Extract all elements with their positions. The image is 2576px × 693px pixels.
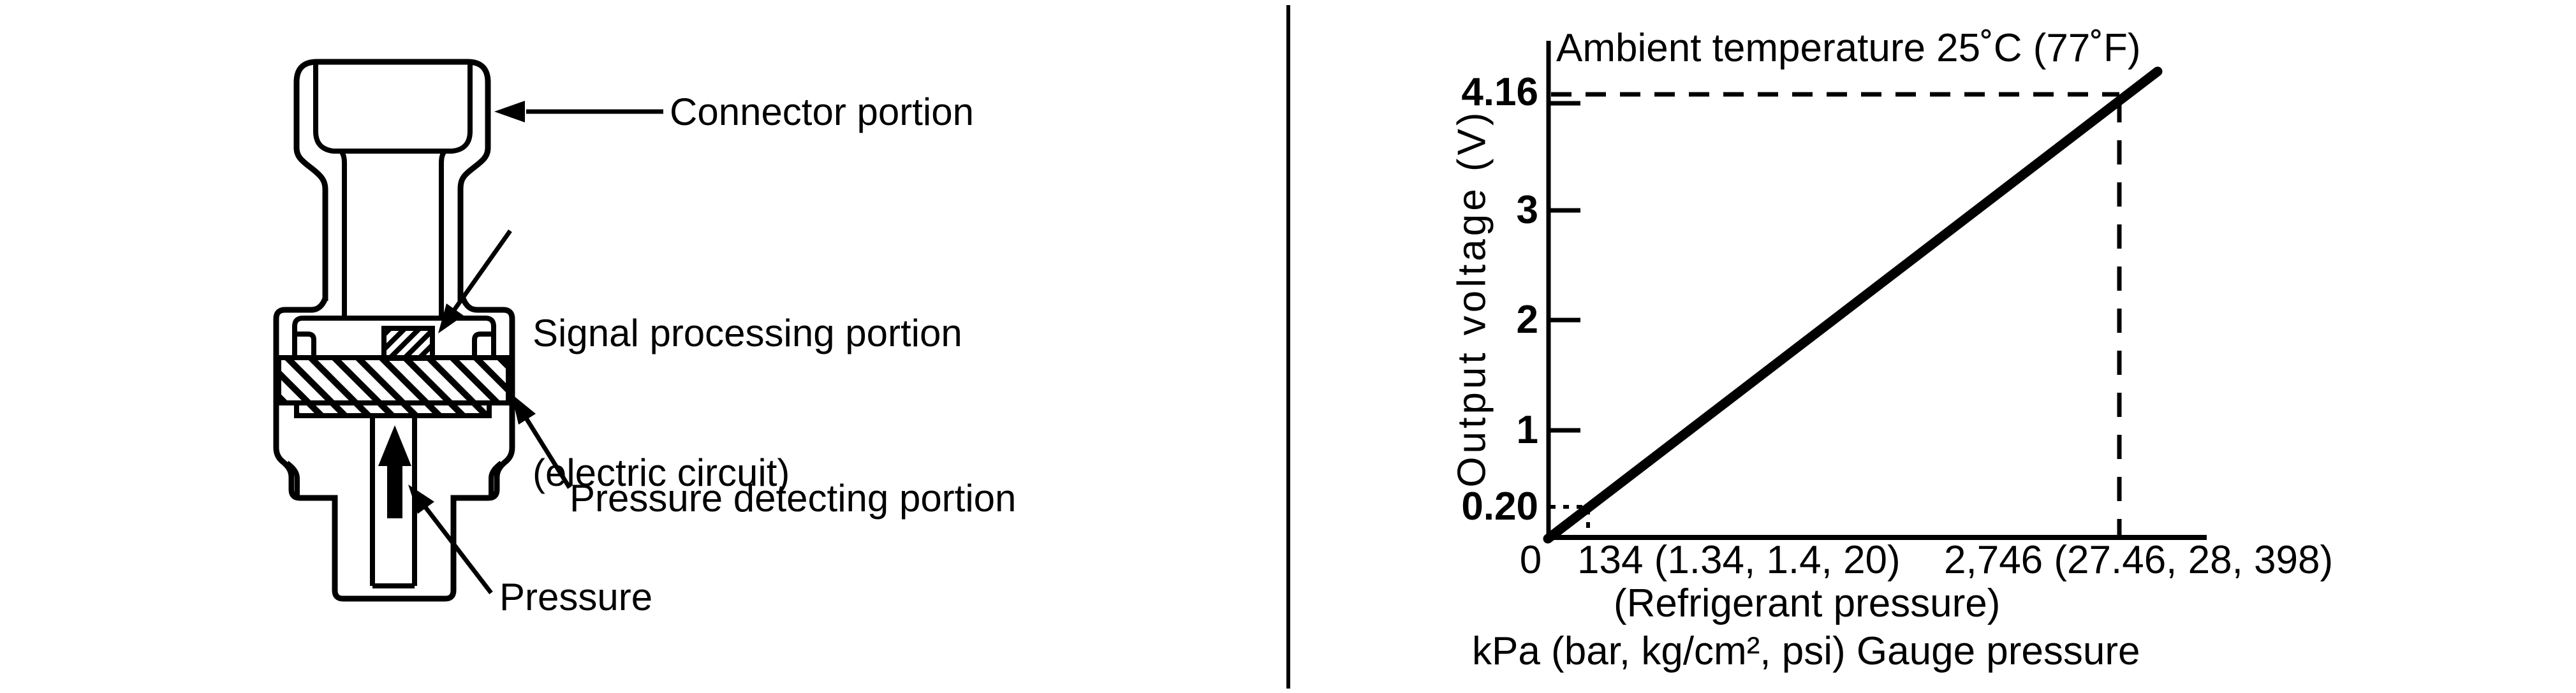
body-lower-inner-step-left (285, 460, 300, 497)
chart-title: Ambient temperature 25˚C (77˚F) (1556, 26, 2141, 70)
detecting-leader-line (521, 412, 571, 489)
body-cavity-outline (292, 316, 496, 358)
detecting-leader-arrowhead-icon (512, 394, 536, 425)
connector-inner-outline (313, 63, 473, 154)
ytick-1: 1 (1516, 408, 1538, 452)
body-cavity-step-right (472, 332, 494, 357)
chart-x-axis-sublabel: (Refrigerant pressure) (1614, 581, 2001, 625)
xtick-2746: 2,746 (27.46, 28, 398) (1944, 538, 2334, 582)
body-and-stem-outline (273, 297, 515, 602)
label-pressure: Pressure (499, 576, 653, 618)
connector-leader-arrowhead-icon (494, 101, 525, 122)
pressure-leader-line (420, 501, 493, 595)
connector-neck-inner-walls (339, 150, 446, 317)
body-lower-inner-step-right (489, 460, 503, 497)
pressure-up-arrow (378, 425, 411, 518)
output-voltage-chart (1543, 41, 2207, 544)
label-connector-portion: Connector portion (670, 91, 974, 133)
signal-leader-arrowhead-icon (438, 303, 464, 333)
xtick-0: 0 (1519, 538, 1542, 582)
ytick-3: 3 (1516, 188, 1538, 232)
chart-y-ticks (1549, 101, 1580, 433)
pressure-detecting-washer (294, 400, 492, 418)
xtick-134: 134 (1.34, 1.4, 20) (1577, 538, 1901, 582)
sensor-cross-section (273, 59, 663, 602)
label-signal-processing-line1: Signal processing portion (533, 312, 962, 354)
chart-x-axis-units-label: kPa (bar, kg/cm², psi) Gauge pressure (1472, 629, 2140, 673)
signal-processing-chip (381, 326, 435, 361)
ytick-2: 2 (1516, 298, 1538, 342)
body-cavity-step-left (295, 332, 316, 357)
signal-leader-line (450, 229, 512, 316)
label-pressure-detecting-portion: Pressure detecting portion (570, 477, 1017, 520)
ytick-0_20: 0.20 (1461, 485, 1538, 529)
connector-outer-outline (293, 59, 491, 301)
label-signal-processing: Signal processing portion (electric circ… (533, 217, 962, 589)
pressure-leader-arrowhead-icon (408, 485, 434, 514)
pressure-detecting-bar (276, 355, 511, 405)
label-signal-processing-line2: (electric circuit) (533, 451, 790, 494)
ytick-4_16: 4.16 (1461, 70, 1538, 114)
sensor-output-line (1543, 66, 2163, 544)
